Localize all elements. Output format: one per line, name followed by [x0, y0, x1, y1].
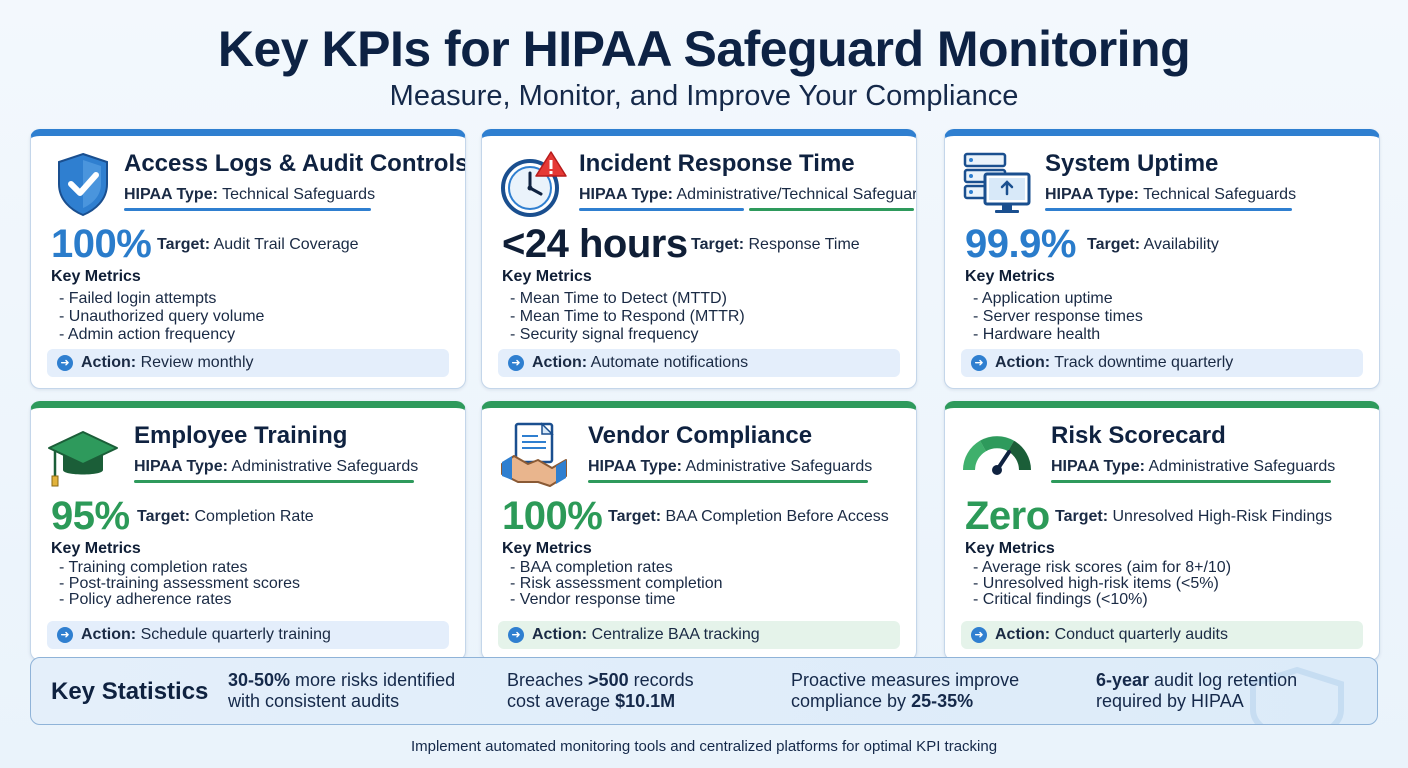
metric-item: - Server response times — [973, 308, 1143, 325]
kpi-value: 95% — [51, 494, 130, 538]
kpi-target: Target: Audit Trail Coverage — [157, 236, 359, 253]
kpi-target: Target: BAA Completion Before Access — [608, 508, 889, 525]
metrics-list: - Average risk scores (aim for 8+/10) - … — [973, 560, 1231, 608]
card-title: Access Logs & Audit Controls — [124, 150, 466, 177]
card-title: Incident Response Time — [579, 150, 855, 177]
kpi-value: <24 hours — [502, 222, 688, 266]
card-title: Vendor Compliance — [588, 422, 813, 449]
kpi-card-risk-scorecard: Risk Scorecard HIPAA Type: Administrativ… — [944, 401, 1380, 661]
action-banner: ➜ Action: Centralize BAA tracking — [498, 621, 900, 649]
metric-item: - Risk assessment completion — [510, 575, 723, 592]
metric-item: - Mean Time to Detect (MTTD) — [510, 290, 727, 307]
type-underline-blue — [579, 208, 744, 211]
metric-item: - Policy adherence rates — [59, 591, 232, 608]
clock-alert-icon — [498, 148, 570, 220]
kpi-target: Target: Unresolved High-Risk Findings — [1055, 508, 1333, 525]
page-subtitle: Measure, Monitor, and Improve Your Compl… — [389, 80, 1019, 112]
key-metrics-heading: Key Metrics — [502, 540, 592, 557]
shield-watermark-icon — [1250, 666, 1344, 724]
type-underline — [124, 208, 371, 211]
kpi-value: 99.9% — [965, 222, 1076, 266]
card-title: Risk Scorecard — [1051, 422, 1226, 449]
action-banner: ➜ Action: Conduct quarterly audits — [961, 621, 1363, 649]
card-hipaa-type: HIPAA Type: Administrative Safeguards — [588, 458, 873, 475]
kpi-target: Target: Response Time — [691, 236, 860, 253]
card-hipaa-type: HIPAA Type: Technical Safeguards — [1045, 186, 1297, 203]
stat-log-retention: 6-year audit log retention required by H… — [1096, 670, 1298, 711]
metric-item: - Failed login attempts — [59, 290, 217, 307]
action-banner: ➜ Action: Track downtime quarterly — [961, 349, 1363, 377]
stat-risks-identified: 30-50% more risks identified with consis… — [228, 670, 456, 711]
card-hipaa-type: HIPAA Type: Technical Safeguards — [124, 186, 376, 203]
type-underline-green — [749, 208, 914, 211]
card-hipaa-type: HIPAA Type: Administrative Safeguards — [1051, 458, 1336, 475]
type-underline — [588, 480, 868, 483]
arrow-right-icon: ➜ — [971, 627, 987, 643]
kpi-card-system-uptime: System Uptime HIPAA Type: Technical Safe… — [944, 129, 1380, 389]
kpi-value: 100% — [51, 222, 152, 266]
arrow-right-icon: ➜ — [508, 355, 524, 371]
kpi-card-vendor-compliance: Vendor Compliance HIPAA Type: Administra… — [481, 401, 917, 661]
metric-item: - Training completion rates — [59, 559, 248, 576]
stat-proactive-measures: Proactive measures improve compliance by… — [791, 670, 1020, 711]
kpi-card-employee-training: Employee Training HIPAA Type: Administra… — [30, 401, 466, 661]
metric-item: - Vendor response time — [510, 591, 676, 608]
action-banner: ➜ Action: Review monthly — [47, 349, 449, 377]
stat-breach-cost: Breaches >500 records cost average $10.1… — [507, 670, 694, 711]
key-metrics-heading: Key Metrics — [502, 268, 592, 285]
arrow-right-icon: ➜ — [57, 627, 73, 643]
kpi-card-incident-response: Incident Response Time HIPAA Type: Admin… — [481, 129, 917, 389]
type-underline — [134, 480, 414, 483]
kpi-target: Target: Completion Rate — [137, 508, 314, 525]
metric-item: - BAA completion rates — [510, 559, 673, 576]
key-metrics-heading: Key Metrics — [965, 540, 1055, 557]
metrics-list: - Application uptime - Server response t… — [973, 290, 1143, 344]
card-hipaa-type: HIPAA Type: Administrative Safeguards — [134, 458, 419, 475]
metric-item: - Unauthorized query volume — [59, 308, 265, 325]
metric-item: - Critical findings (<10%) — [973, 591, 1148, 608]
kpi-card-access-logs: Access Logs & Audit Controls HIPAA Type:… — [30, 129, 466, 389]
shield-check-icon — [47, 148, 119, 220]
card-title: Employee Training — [134, 422, 348, 449]
metrics-list: - Failed login attempts - Unauthorized q… — [59, 290, 264, 344]
type-underline — [1051, 480, 1331, 483]
card-title: System Uptime — [1045, 150, 1219, 177]
metric-item: - Mean Time to Respond (MTTR) — [510, 308, 745, 325]
handshake-document-icon — [498, 420, 570, 492]
metric-item: - Admin action frequency — [59, 326, 236, 343]
metric-item: - Post-training assessment scores — [59, 575, 300, 592]
key-statistics-title: Key Statistics — [51, 678, 209, 705]
metric-item: - Unresolved high-risk items (<5%) — [973, 575, 1219, 592]
metric-item: - Average risk scores (aim for 8+/10) — [973, 559, 1232, 576]
action-banner: ➜ Action: Schedule quarterly training — [47, 621, 449, 649]
metrics-list: - BAA completion rates - Risk assessment… — [510, 560, 723, 608]
key-metrics-heading: Key Metrics — [51, 268, 141, 285]
key-statistics-bar: Key Statistics 30-50% more risks identif… — [30, 657, 1378, 725]
arrow-right-icon: ➜ — [508, 627, 524, 643]
metric-item: - Security signal frequency — [510, 326, 699, 343]
page-title: Key KPIs for HIPAA Safeguard Monitoring — [217, 21, 1191, 77]
key-metrics-heading: Key Metrics — [965, 268, 1055, 285]
kpi-value: 100% — [502, 494, 603, 538]
server-monitor-icon — [961, 148, 1033, 220]
arrow-right-icon: ➜ — [971, 355, 987, 371]
metrics-list: - Training completion rates - Post-train… — [59, 560, 300, 608]
footer-note: Implement automated monitoring tools and… — [410, 738, 998, 755]
graduation-cap-icon — [47, 420, 119, 492]
kpi-target: Target: Availability — [1087, 236, 1219, 253]
action-banner: ➜ Action: Automate notifications — [498, 349, 900, 377]
kpi-value: Zero — [965, 494, 1050, 538]
metric-item: - Hardware health — [973, 326, 1101, 343]
metrics-list: - Mean Time to Detect (MTTD) - Mean Time… — [510, 290, 745, 344]
arrow-right-icon: ➜ — [57, 355, 73, 371]
metric-item: - Application uptime — [973, 290, 1113, 307]
key-metrics-heading: Key Metrics — [51, 540, 141, 557]
gauge-icon — [961, 420, 1033, 492]
type-underline — [1045, 208, 1292, 211]
card-hipaa-type: HIPAA Type: Administrative/Technical Saf… — [579, 186, 917, 203]
